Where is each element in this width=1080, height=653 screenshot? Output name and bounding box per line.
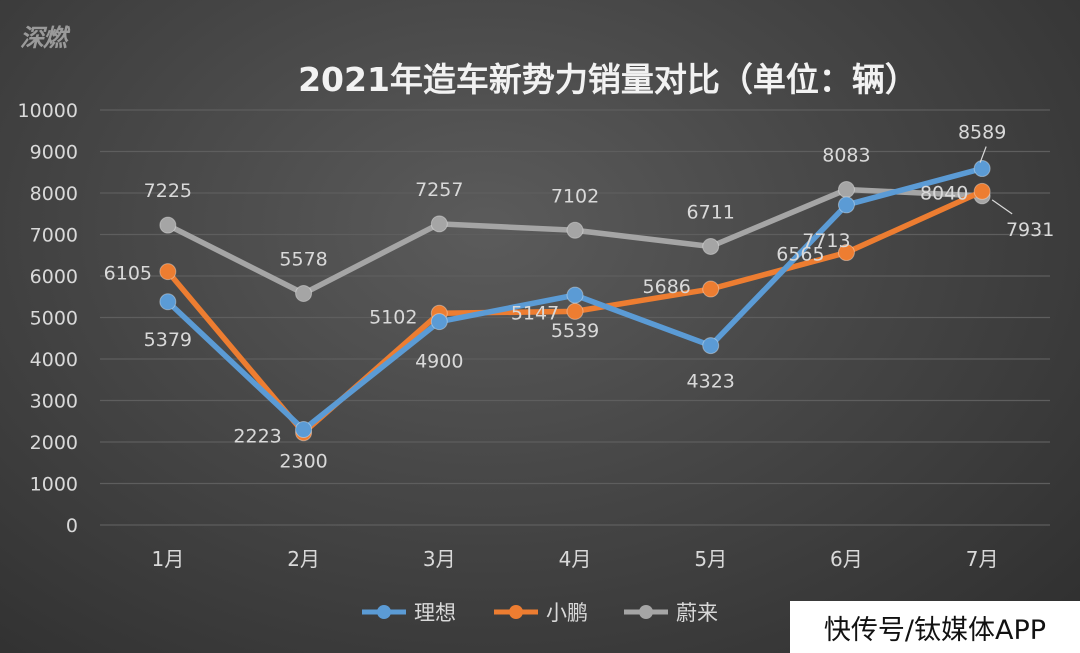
data-point bbox=[566, 286, 584, 304]
x-tick-label: 4月 bbox=[559, 547, 592, 571]
y-axis: 0 1000 2000 3000 4000 5000 6000 7000 8000 9000 100… bbox=[18, 100, 78, 537]
x-tick-label: 7月 bbox=[966, 547, 999, 571]
brand-logo: 深燃 bbox=[20, 24, 67, 52]
data-label: 2300 bbox=[279, 451, 327, 473]
data-point bbox=[702, 280, 720, 298]
data-label: 7713 bbox=[802, 230, 850, 252]
x-tick-label: 5月 bbox=[694, 547, 727, 571]
chart-title: 2021年造车新势力销量对比（单位：辆） bbox=[298, 60, 918, 99]
data-label: 2223 bbox=[233, 426, 281, 448]
watermark: 快传号/钛媒体APP bbox=[790, 601, 1080, 653]
data-point bbox=[430, 313, 448, 331]
data-point bbox=[430, 215, 448, 233]
data-label: 6565 bbox=[776, 244, 824, 266]
legend-swatch-marker bbox=[509, 605, 523, 619]
data-label: 5578 bbox=[279, 249, 327, 271]
leader-line bbox=[991, 199, 1013, 215]
data-label: 8589 bbox=[958, 122, 1006, 144]
data-label: 7225 bbox=[144, 180, 192, 202]
data-point bbox=[159, 216, 177, 234]
data-label: 8083 bbox=[822, 145, 870, 167]
legend-label: 蔚来 bbox=[676, 601, 718, 625]
data-point bbox=[295, 285, 313, 303]
series-group bbox=[159, 160, 991, 442]
data-label: 5686 bbox=[643, 276, 691, 298]
data-point bbox=[159, 263, 177, 281]
data-label: 5147 bbox=[511, 302, 559, 324]
data-label: 6711 bbox=[687, 201, 735, 223]
y-tick-label: 7000 bbox=[30, 225, 78, 247]
data-labels: 5379 2300 4900 5539 4323 7713 8589 6105 2223 5102… bbox=[104, 122, 1055, 473]
data-label: 6105 bbox=[104, 263, 152, 285]
data-label: 5379 bbox=[144, 329, 192, 351]
data-point bbox=[159, 293, 177, 311]
x-axis: 1月 2月 3月 4月 5月 6月 7月 bbox=[151, 547, 998, 571]
x-tick-label: 2月 bbox=[287, 547, 320, 571]
data-label: 7931 bbox=[1006, 219, 1054, 241]
legend: 理想 小鹏 蔚来 bbox=[362, 601, 718, 625]
y-tick-label: 3000 bbox=[30, 391, 78, 413]
data-label: 4900 bbox=[415, 351, 463, 373]
data-point bbox=[566, 302, 584, 320]
data-label: 8040 bbox=[920, 182, 968, 204]
legend-swatch-marker bbox=[639, 605, 653, 619]
y-tick-label: 9000 bbox=[30, 142, 78, 164]
y-tick-label: 4000 bbox=[30, 349, 78, 371]
data-point bbox=[837, 196, 855, 214]
data-point bbox=[837, 244, 855, 262]
leader-line bbox=[979, 146, 987, 163]
y-tick-label: 0 bbox=[66, 515, 78, 537]
legend-label: 小鹏 bbox=[546, 601, 588, 625]
y-tick-label: 2000 bbox=[30, 432, 78, 454]
legend-label: 理想 bbox=[414, 601, 456, 625]
data-point bbox=[295, 421, 313, 439]
data-point bbox=[702, 237, 720, 255]
grid-lines bbox=[100, 109, 1050, 526]
data-point bbox=[837, 181, 855, 199]
data-label: 4323 bbox=[687, 371, 735, 393]
data-label: 7102 bbox=[551, 185, 599, 207]
data-point bbox=[566, 221, 584, 239]
data-point bbox=[973, 182, 991, 200]
legend-swatch-marker bbox=[377, 605, 391, 619]
y-tick-label: 1000 bbox=[30, 474, 78, 496]
data-label: 5539 bbox=[551, 320, 599, 342]
y-tick-label: 10000 bbox=[18, 100, 78, 122]
data-label: 5102 bbox=[369, 306, 417, 328]
y-tick-label: 6000 bbox=[30, 266, 78, 288]
x-tick-label: 6月 bbox=[830, 547, 863, 571]
data-label: 7257 bbox=[415, 179, 463, 201]
y-tick-label: 8000 bbox=[30, 183, 78, 205]
y-tick-label: 5000 bbox=[30, 308, 78, 330]
data-point bbox=[973, 160, 991, 178]
data-point bbox=[702, 337, 720, 355]
x-tick-label: 1月 bbox=[151, 547, 184, 571]
x-tick-label: 3月 bbox=[423, 547, 456, 571]
